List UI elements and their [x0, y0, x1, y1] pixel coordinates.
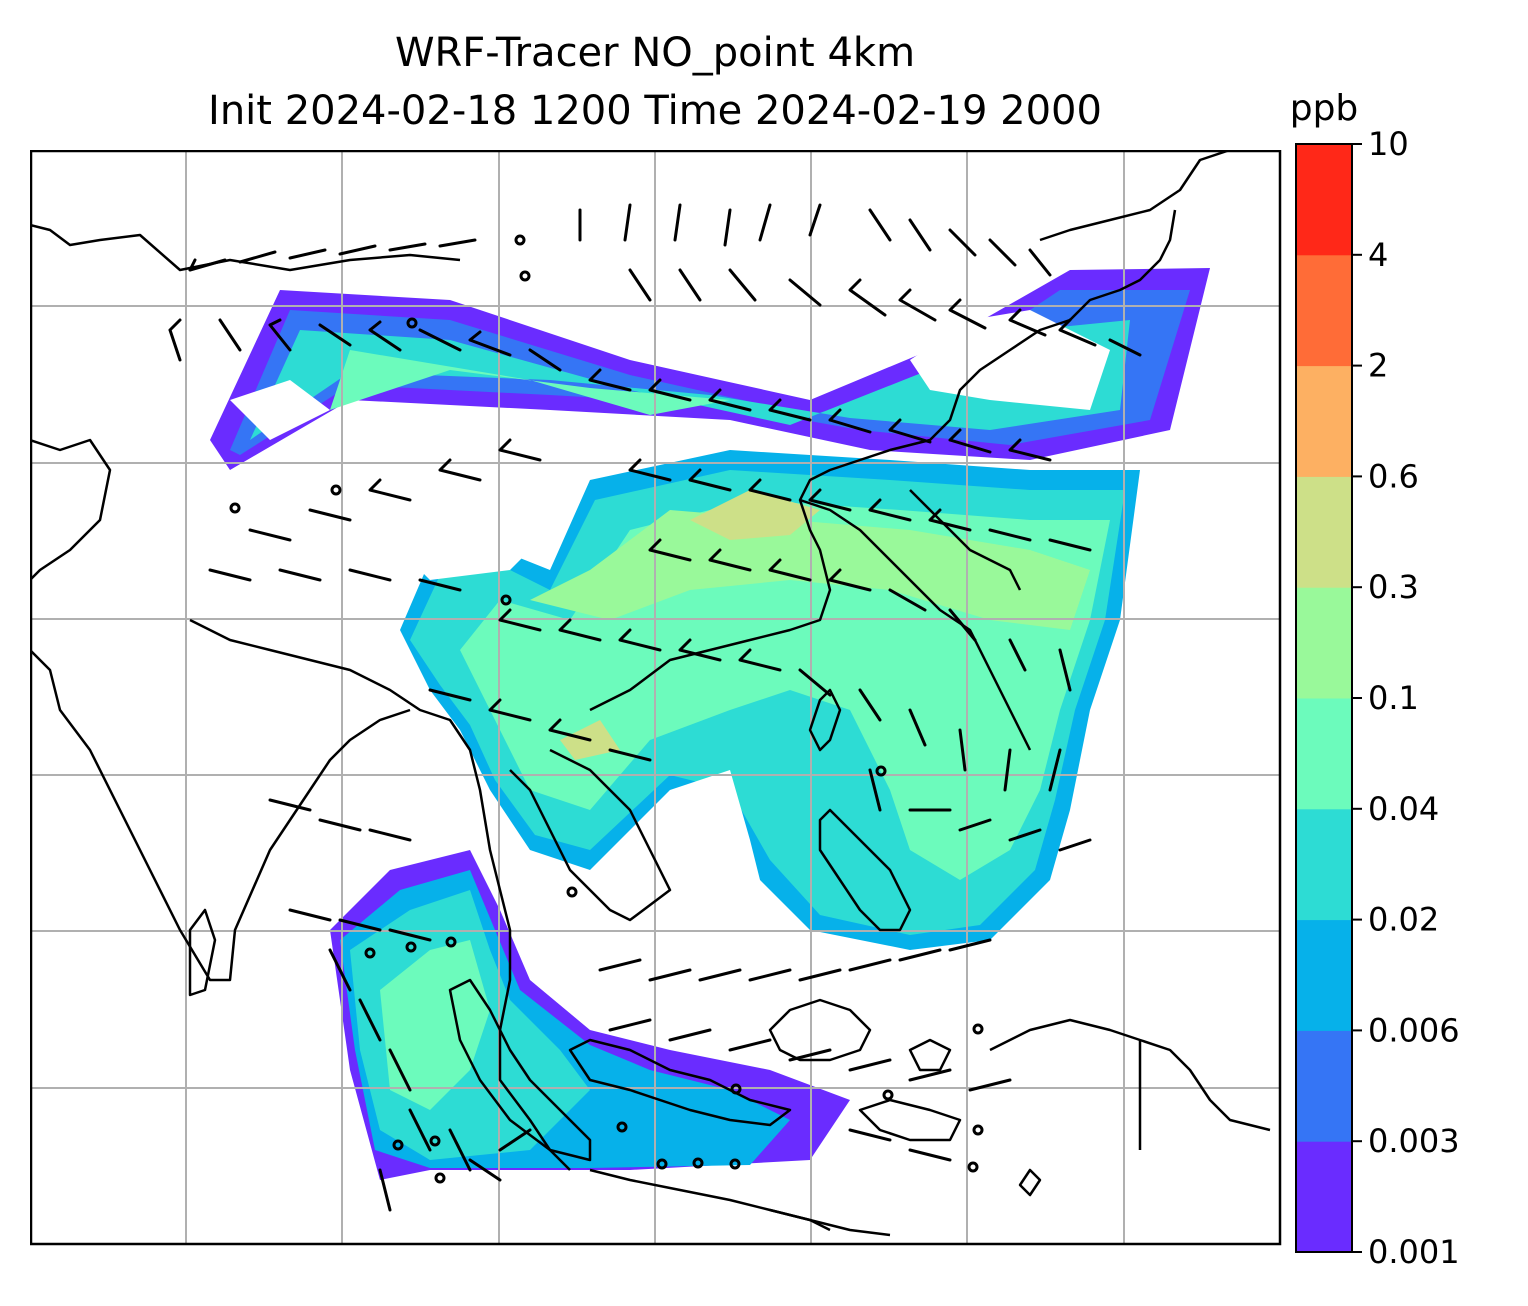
- colorbar-swatches: [1296, 144, 1352, 1253]
- colorbar: ppb 0.001 0.003 0.006 0.02 0.04 0.1 0.3 0.6 2 4 10: [1290, 88, 1460, 1270]
- colorbar-tick-label: 0.04: [1368, 790, 1439, 828]
- calm-wind-markers: [229, 234, 984, 1184]
- colorbar-tick-label: 0.001: [1368, 1233, 1460, 1270]
- map-title-line-1: WRF-Tracer NO_point 4km: [394, 30, 916, 76]
- colorbar-swatch: [1296, 919, 1352, 1031]
- colorbar-tick-label: 0.003: [1368, 1122, 1460, 1160]
- colorbar-swatch: [1296, 587, 1352, 699]
- wind-barbs: [168, 203, 1142, 1212]
- colorbar-tick-label: 10: [1368, 125, 1409, 163]
- colorbar-unit-label: ppb: [1290, 88, 1359, 129]
- coastlines: [30, 150, 1271, 1237]
- colorbar-tick-label: 2: [1368, 347, 1388, 385]
- colorbar-swatch: [1296, 476, 1352, 588]
- colorbar-tick-label: 0.02: [1368, 901, 1439, 939]
- colorbar-tick-label: 0.6: [1368, 457, 1419, 495]
- colorbar-swatch: [1296, 144, 1352, 256]
- colorbar-swatch: [1296, 1030, 1352, 1142]
- colorbar-tick-label: 0.3: [1368, 568, 1419, 606]
- colorbar-swatch: [1296, 698, 1352, 810]
- colorbar-tick-label: 4: [1368, 236, 1388, 274]
- colorbar-swatch: [1296, 254, 1352, 367]
- colorbar-frame: [1295, 143, 1353, 1253]
- colorbar-swatch: [1296, 808, 1352, 921]
- colorbar-tick-label: 0.006: [1368, 1011, 1460, 1049]
- colorbar-swatch: [1296, 365, 1352, 477]
- map-panel: [30, 150, 1282, 1246]
- tracer-concentration-field: [210, 268, 1210, 1180]
- map-title-line-2: Init 2024-02-18 1200 Time 2024-02-19 200…: [208, 88, 1102, 134]
- map-frame: [30, 150, 1282, 1246]
- colorbar-swatch: [1296, 1141, 1352, 1253]
- colorbar-ticks: 0.001 0.003 0.006 0.02 0.04 0.1 0.3 0.6 2 4 10: [1352, 125, 1460, 1270]
- colorbar-tick-label: 0.1: [1368, 679, 1419, 717]
